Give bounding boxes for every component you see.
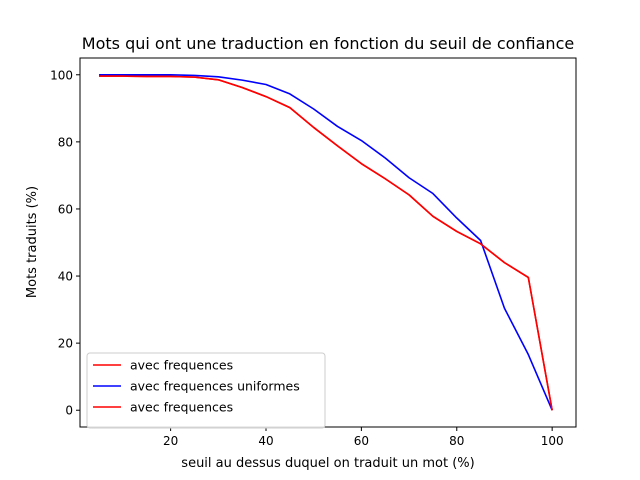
legend-label-0: avec frequences [130,358,233,373]
y-tick-label: 60 [58,202,73,216]
legend: avec frequences avec frequences uniformes… [86,352,326,429]
x-tick-label: 60 [354,434,369,448]
y-tick-label: 20 [58,337,73,351]
x-axis-label: seuil au dessus duquel on traduit un mot… [181,456,474,471]
y-axis-label: Mots traduits (%) [25,186,40,298]
x-tick-label: 40 [258,434,273,448]
x-tick-label: 100 [541,434,564,448]
axes-frame [79,57,577,428]
y-tick-label: 80 [58,135,73,149]
series-layer [99,73,553,411]
y-axis-ticks: 0 20 40 60 80 100 [50,68,80,418]
series-line-1 [99,73,553,411]
legend-box [86,352,326,429]
chart-title: Mots qui ont une traduction en fonction … [82,34,574,53]
y-tick-label: 0 [65,404,73,418]
x-tick-label: 80 [449,434,464,448]
series-line-2 [99,75,553,411]
plot-area: 20 40 60 80 100 0 20 40 60 80 100 [50,57,577,448]
legend-label-1: avec frequences uniformes [130,379,300,394]
y-tick-label: 100 [50,68,73,82]
y-tick-label: 40 [58,270,73,284]
legend-label-2: avec frequences [130,400,233,415]
x-axis-ticks: 20 40 60 80 100 [163,427,564,448]
x-tick-label: 20 [163,434,178,448]
